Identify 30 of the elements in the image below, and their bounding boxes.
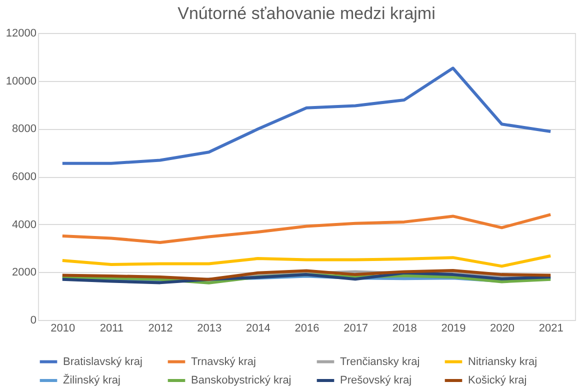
- x-tick-label: 2020: [490, 322, 515, 334]
- x-tick-label: 2012: [148, 322, 173, 334]
- y-tick-label: 2000: [12, 266, 36, 279]
- legend-label: Bratislavský kraj: [63, 356, 142, 368]
- legend-label: Žilinský kraj: [63, 374, 120, 386]
- x-tick-label: 2013: [197, 322, 222, 334]
- y-tick-label: 10000: [6, 75, 36, 88]
- chart-title: Vnútorné sťahovanie medzi krajmi: [178, 4, 436, 23]
- x-tick-label: 2019: [441, 322, 466, 334]
- x-tick-label: 2018: [392, 322, 417, 334]
- x-tick-label: 2021: [538, 322, 564, 334]
- y-tick-label: 12000: [6, 28, 36, 40]
- line-series: [60, 213, 552, 244]
- y-tick-label: 8000: [12, 123, 36, 136]
- legend-label: Košický kraj: [468, 374, 527, 386]
- y-tick-label: 6000: [12, 171, 36, 183]
- legend-label: Nitriansky kraj: [468, 356, 538, 368]
- x-tick-label: 2016: [294, 322, 320, 334]
- x-tick-label: 2010: [50, 322, 76, 334]
- legend-label: Banskobystrický kraj: [191, 374, 292, 386]
- line-series: [60, 66, 552, 165]
- legend-label: Prešovský kraj: [340, 374, 412, 386]
- line-series: [60, 254, 552, 268]
- y-tick-label: 4000: [12, 218, 36, 231]
- x-tick-label: 2014: [246, 322, 270, 334]
- y-tick-label: 0: [30, 314, 36, 326]
- x-tick-label: 2017: [344, 322, 368, 334]
- x-tick-label: 2011: [100, 322, 124, 334]
- legend-label: Trnavský kraj: [191, 356, 256, 368]
- legend-label: Trenčiansky kraj: [340, 356, 420, 368]
